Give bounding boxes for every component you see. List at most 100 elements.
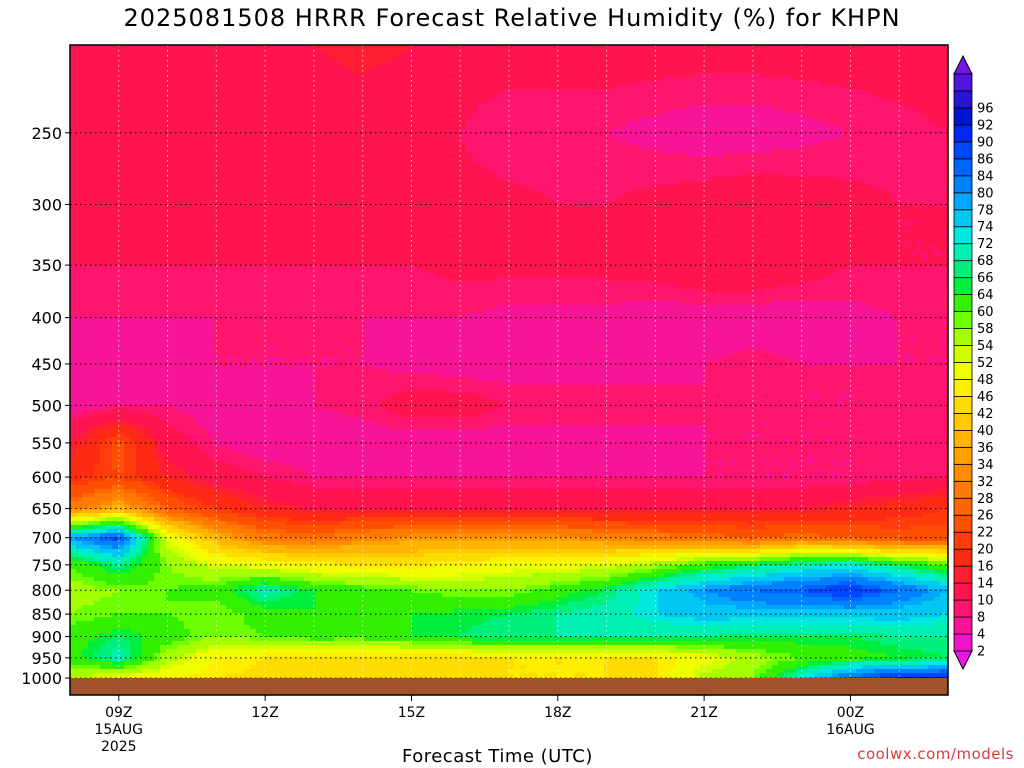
heatmap-cell [214,117,221,122]
heatmap-cell [214,73,221,78]
heatmap-cell [136,621,143,626]
heatmap-cell [202,673,209,678]
heatmap-cell [178,149,185,154]
heatmap-cell [160,649,167,654]
heatmap-cell [136,577,143,582]
heatmap-cell [214,621,221,626]
heatmap-cell [94,241,101,246]
heatmap-cell [94,561,101,566]
heatmap-cell [142,205,149,210]
heatmap-cell [208,325,215,330]
heatmap-cell [82,329,89,334]
heatmap-cell [196,521,203,526]
heatmap-cell [94,585,101,590]
heatmap-cell [202,49,209,54]
heatmap-cell [172,361,179,366]
heatmap-cell [130,185,137,190]
heatmap-cell [82,501,89,506]
heatmap-cell [196,309,203,314]
heatmap-cell [190,465,197,470]
heatmap-cell [154,481,161,486]
heatmap-cell [154,461,161,466]
heatmap-cell [214,273,221,278]
heatmap-cell [256,161,263,166]
heatmap-cell [148,329,155,334]
heatmap-cell [202,433,209,438]
heatmap-cell [100,637,107,642]
heatmap-cell [196,385,203,390]
heatmap-cell [82,81,89,86]
heatmap-cell [214,265,221,270]
heatmap-cell [70,113,77,118]
heatmap-cell [238,461,245,466]
heatmap-cell [106,589,113,594]
heatmap-cell [160,65,167,70]
heatmap-cell [214,553,221,558]
heatmap-cell [154,149,161,154]
heatmap-cell [244,433,251,438]
heatmap-cell [178,209,185,214]
heatmap-cell [88,169,95,174]
heatmap-cell [172,629,179,634]
heatmap-cell [250,653,257,658]
heatmap-cell [208,609,215,614]
heatmap-cell [160,97,167,102]
heatmap-cell [94,589,101,594]
heatmap-cell [184,245,191,250]
heatmap-cell [232,517,239,522]
heatmap-cell [196,313,203,318]
heatmap-cell [178,85,185,90]
heatmap-cell [190,273,197,278]
heatmap-cell [112,253,119,258]
heatmap-cell [112,565,119,570]
heatmap-cell [142,445,149,450]
heatmap-cell [160,173,167,178]
heatmap-cell [154,501,161,506]
heatmap-cell [76,501,83,506]
heatmap-cell [214,389,221,394]
heatmap-cell [196,137,203,142]
heatmap-cell [148,601,155,606]
heatmap-cell [238,285,245,290]
heatmap-cell [88,197,95,202]
heatmap-cell [172,269,179,274]
heatmap-cell [250,409,257,414]
heatmap-cell [100,229,107,234]
heatmap-cell [160,549,167,554]
heatmap-cell [190,389,197,394]
heatmap-cell [142,249,149,254]
heatmap-cell [250,265,257,270]
heatmap-cell [190,297,197,302]
heatmap-cell [244,265,251,270]
heatmap-cell [238,357,245,362]
heatmap-cell [124,81,131,86]
heatmap-cell [148,477,155,482]
heatmap-cell [250,77,257,82]
heatmap-cell [130,365,137,370]
heatmap-cell [130,517,137,522]
heatmap-cell [148,193,155,198]
heatmap-cell [70,85,77,90]
heatmap-cell [238,529,245,534]
heatmap-cell [100,113,107,118]
heatmap-cell [76,461,83,466]
heatmap-cell [184,377,191,382]
heatmap-cell [148,645,155,650]
heatmap-cell [214,645,221,650]
heatmap-cell [154,517,161,522]
heatmap-cell [250,229,257,234]
heatmap-cell [196,185,203,190]
heatmap-cell [178,517,185,522]
heatmap-cell [88,629,95,634]
heatmap-cell [106,425,113,430]
heatmap-cell [82,461,89,466]
heatmap-cell [190,485,197,490]
heatmap-cell [250,569,257,574]
heatmap-cell [154,253,161,258]
heatmap-cell [208,77,215,82]
heatmap-cell [190,81,197,86]
heatmap-cell [196,249,203,254]
heatmap-cell [202,101,209,106]
heatmap-cell [76,465,83,470]
heatmap-cell [160,205,167,210]
